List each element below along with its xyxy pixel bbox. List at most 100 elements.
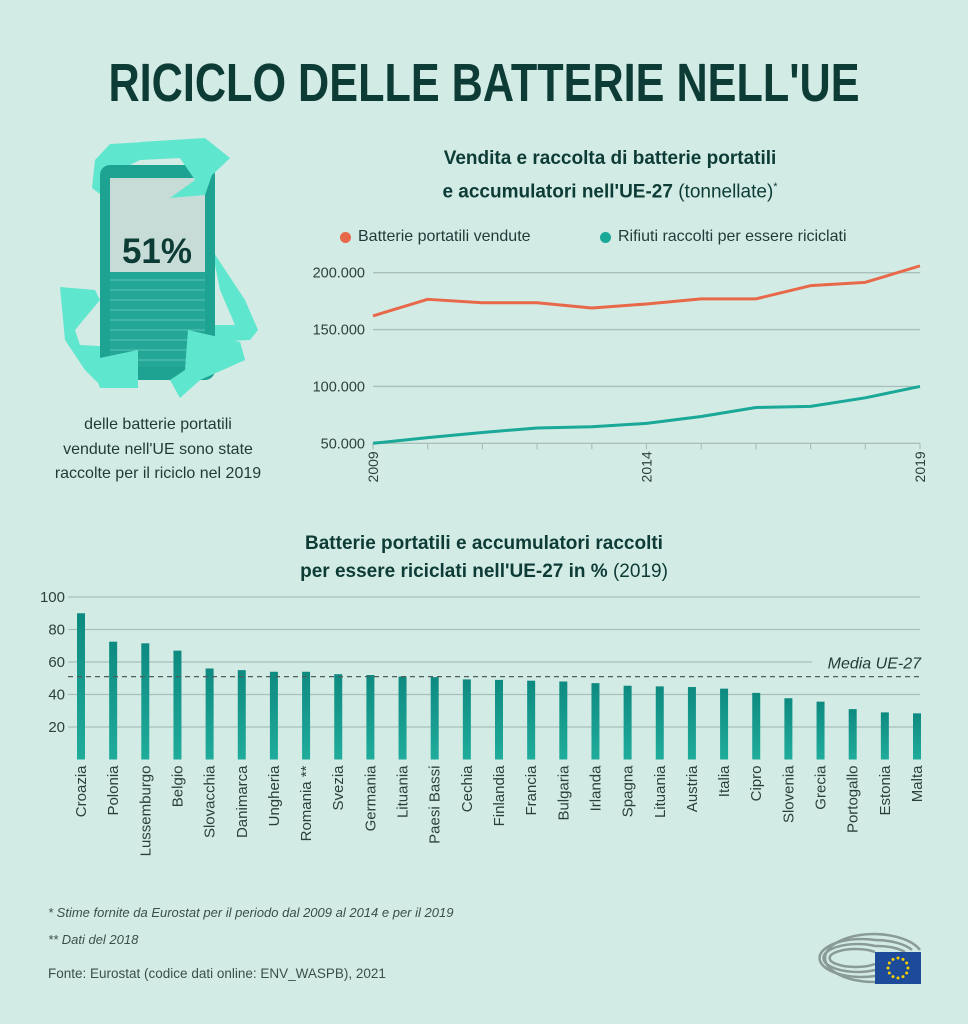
bar (527, 680, 536, 760)
bar-category-label: Bulgaria (555, 765, 572, 821)
eu-star-icon (901, 975, 905, 979)
legend-label: Batterie portatili vendute (358, 228, 531, 245)
legend-dot-teal (600, 231, 611, 243)
bar-y-tick-label: 40 (48, 687, 65, 704)
title-line: per essere riciclati nell'UE-27 in % (300, 561, 608, 582)
footnote-2: ** Dati del 2018 (48, 932, 139, 947)
bar-category-label: Lituania (652, 765, 669, 818)
title-line: Vendita e raccolta di batterie portatili (443, 148, 777, 169)
bar (495, 679, 503, 760)
bar-y-tick-label: 80 (48, 622, 65, 639)
bar-category-label: Austria (684, 765, 701, 812)
title-year: (2019) (607, 561, 668, 582)
bar-category-label: Paesi Bassi (427, 766, 444, 844)
line-chart-title: Vendita e raccolta di batterie portatili… (330, 145, 890, 206)
bar-category-label: Germania (362, 765, 379, 832)
bar-category-label: Malta (909, 765, 926, 802)
legend-item-sold: Batterie portatili vendute (340, 228, 531, 246)
battery-recycle-illustration: 51% (60, 138, 258, 398)
bar (141, 643, 150, 760)
bar (237, 670, 246, 760)
infographic-caption: delle batterie portatili vendute nell'UE… (20, 413, 296, 487)
bar-category-label: Polonia (105, 765, 122, 816)
title-line: Batterie portatili e accumulatori raccol… (305, 533, 663, 554)
bar (366, 675, 375, 760)
caption-line: vendute nell'UE sono state (63, 440, 253, 458)
footnote-1: * Stime fornite da Eurostat per il perio… (48, 905, 454, 920)
bar-category-label: Grecia (813, 765, 830, 810)
eu-star-icon (891, 957, 895, 961)
legend-label: Rifiuti raccolti per essere riciclati (618, 228, 847, 245)
bar-category-label: Ungheria (266, 765, 283, 827)
line-y-tick-label: 50.000 (321, 436, 365, 452)
bar (623, 685, 632, 760)
bar (398, 676, 407, 760)
eu-star-icon (905, 961, 909, 965)
line-y-tick-label: 100.000 (313, 379, 365, 395)
bar (109, 641, 118, 760)
line-series-sold (372, 264, 921, 318)
bar (591, 683, 600, 760)
footnote-mark: * (773, 181, 778, 193)
bar (302, 671, 311, 760)
eu-star-icon (887, 961, 891, 965)
line-y-tick-label: 150.000 (313, 323, 365, 339)
bar-category-label: Danimarca (234, 765, 251, 838)
bar-y-tick-label: 20 (48, 719, 65, 736)
eu-star-icon (887, 971, 891, 975)
bar-category-label: Svezia (330, 765, 347, 811)
title-unit: (tonnellate) (672, 181, 774, 203)
bar-category-label: Portogallo (845, 766, 862, 834)
bar-category-label: Francia (523, 765, 540, 816)
bar (784, 698, 793, 760)
eu-star-icon (891, 975, 895, 979)
bar (720, 688, 729, 760)
line-series-collected (372, 384, 921, 445)
title-line: e accumulatori nell'UE-27 (442, 181, 673, 203)
bar-category-label: Finlandia (491, 765, 508, 827)
eu-star-icon (886, 966, 890, 970)
bar (334, 674, 343, 760)
bar-y-tick-label: 60 (48, 654, 65, 671)
legend-item-collected: Rifiuti raccolti per essere riciclati (600, 228, 847, 246)
bar (462, 679, 471, 760)
bar (752, 692, 761, 760)
eu-parliament-logo (818, 932, 922, 984)
caption-line: delle batterie portatili (84, 416, 232, 433)
bar-category-label: Estonia (877, 765, 894, 816)
eu-average-label: Media UE-27 (828, 656, 922, 673)
bar (77, 613, 85, 760)
source-note: Fonte: Eurostat (codice dati online: ENV… (48, 966, 386, 981)
bar-category-label: Italia (716, 765, 733, 797)
bar (880, 712, 889, 760)
eu-star-icon (896, 956, 900, 960)
bar-category-label: Slovenia (780, 765, 797, 823)
line-y-tick-label: 200.000 (313, 266, 365, 282)
bar (559, 681, 568, 760)
eu-star-icon (901, 957, 905, 961)
line-x-tick-label: 2019 (912, 451, 928, 482)
line-x-tick-label: 2014 (639, 451, 655, 482)
bar (848, 709, 857, 760)
bar-category-label: Romania ** (298, 765, 315, 841)
bar-category-label: Slovacchia (202, 765, 219, 838)
bar-category-label: Cipro (748, 766, 765, 802)
bar (816, 701, 825, 760)
bar (430, 677, 439, 760)
bar-category-label: Croazia (73, 765, 90, 817)
bar-category-label: Lussemburgo (137, 766, 154, 857)
bar-category-label: Cechia (459, 765, 476, 812)
bar (913, 713, 921, 760)
percent-label: 51% (122, 232, 192, 271)
caption-line: raccolte per il riciclo nel 2019 (54, 465, 262, 482)
page-title: RICICLO DELLE BATTERIE NELL'UE (108, 53, 860, 113)
eu-star-icon (905, 971, 909, 975)
bar-chart-title: Batterie portatili e accumulatori raccol… (184, 530, 784, 586)
eu-star-icon (906, 966, 910, 970)
bar (173, 650, 182, 760)
eu-star-icon (896, 976, 900, 980)
line-x-tick-label: 2009 (365, 451, 381, 482)
bar-y-tick-label: 100 (40, 589, 65, 606)
bar-category-label: Irlanda (587, 765, 604, 812)
bar-category-label: Spagna (620, 765, 637, 817)
